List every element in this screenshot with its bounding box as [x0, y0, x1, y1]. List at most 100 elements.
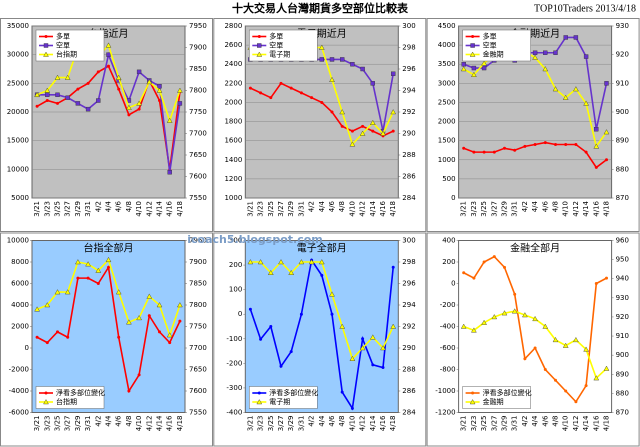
x-tick-label: 3/27	[490, 416, 498, 432]
marker	[533, 346, 537, 350]
chart-title: 金融全部月	[510, 242, 560, 255]
x-tick-label: 4/8	[125, 416, 133, 427]
marker	[248, 307, 252, 311]
marker	[45, 99, 49, 103]
y-tick-label: 2000	[438, 118, 456, 126]
marker	[137, 373, 141, 377]
y-tick-label: 2800	[224, 22, 242, 30]
y-tick-label: 2400	[224, 60, 242, 68]
y-tick-label: 1800	[224, 118, 242, 126]
x-tick-label: 4/2	[521, 201, 529, 212]
x-tick-label: 4/18	[176, 201, 184, 217]
marker	[470, 43, 475, 48]
marker	[166, 117, 173, 123]
y-tick-label: 1600	[224, 137, 242, 145]
marker	[583, 346, 589, 352]
x-tick-label: 4/12	[359, 416, 367, 432]
x-tick-label: 3/27	[490, 201, 498, 217]
y2-tick-label: 300	[402, 22, 415, 30]
marker	[481, 65, 487, 71]
marker	[127, 389, 131, 393]
y2-tick-label: 7550	[189, 409, 207, 417]
legend-label: 多單	[483, 32, 497, 41]
marker	[256, 51, 263, 57]
marker	[461, 62, 466, 67]
marker	[177, 302, 183, 308]
marker	[76, 87, 80, 91]
y-tick-label: -200	[440, 301, 456, 309]
marker	[350, 406, 354, 410]
x-tick-label: 4/8	[338, 416, 346, 427]
y-tick-label: 1500	[438, 137, 456, 145]
marker	[543, 50, 548, 55]
marker	[43, 51, 49, 57]
marker	[95, 267, 102, 273]
marker	[257, 35, 261, 38]
x-tick-label: 3/31	[511, 201, 519, 217]
marker	[391, 129, 395, 133]
marker	[105, 42, 112, 48]
chart-title: 台指全部月	[84, 242, 134, 255]
x-tick-label: 4/18	[176, 416, 184, 432]
marker	[75, 101, 81, 106]
y-tick-label: 5000	[11, 194, 29, 202]
marker	[76, 276, 80, 280]
marker	[64, 289, 71, 295]
y2-tick-label: 7950	[189, 22, 207, 30]
marker	[370, 81, 375, 86]
y-tick-label: -300	[226, 384, 242, 392]
legend-label: 空單	[483, 41, 497, 50]
x-tick-label: 4/10	[562, 416, 570, 432]
legend-label: 台指期	[56, 397, 77, 406]
marker	[371, 129, 375, 133]
x-tick-label: 4/16	[379, 415, 387, 431]
y2-tick-label: 920	[616, 313, 629, 321]
y2-tick-label: 290	[402, 344, 415, 352]
marker	[552, 86, 559, 92]
watermark: icoach5.blogspot.com	[187, 233, 323, 246]
x-tick-label: 3/21	[246, 201, 254, 217]
marker	[462, 271, 466, 275]
marker	[583, 54, 589, 59]
y-tick-label: 1200	[224, 175, 242, 183]
y-tick-label: -600	[440, 344, 456, 352]
x-tick-label: 4/2	[521, 416, 529, 427]
y-tick-label: -6000	[9, 409, 29, 417]
y-tick-label: 300	[229, 237, 242, 245]
marker	[603, 365, 610, 371]
y2-tick-label: 7850	[189, 65, 207, 73]
x-tick-label: 4/18	[389, 416, 397, 432]
marker	[85, 106, 91, 112]
marker	[320, 273, 324, 277]
marker	[85, 261, 91, 267]
y2-tick-label: 7700	[189, 130, 207, 138]
legend	[462, 386, 531, 409]
y-tick-label: 3000	[438, 79, 456, 87]
x-tick-label: 4/12	[359, 201, 367, 217]
y2-tick-label: 7650	[189, 151, 207, 159]
x-tick-label: 3/21	[246, 416, 254, 432]
legend-label: 多單	[56, 32, 70, 41]
marker	[256, 399, 263, 405]
marker	[289, 86, 293, 90]
y2-tick-label: 288	[402, 366, 415, 374]
y-tick-label: -200	[226, 359, 242, 367]
marker	[543, 141, 547, 145]
marker	[299, 91, 303, 95]
y-tick-label: 6000	[11, 280, 29, 288]
marker	[492, 255, 496, 259]
y-tick-label: -1000	[435, 387, 455, 395]
y-tick-label: 35000	[7, 22, 29, 30]
y2-tick-label: 870	[616, 194, 629, 202]
y2-tick-label: 7950	[189, 237, 207, 245]
x-tick-label: 4/10	[348, 416, 356, 432]
y2-tick-label: 7750	[189, 323, 207, 331]
x-tick-label: 4/6	[328, 200, 336, 212]
y2-tick-label: 910	[616, 79, 629, 87]
marker	[604, 81, 609, 86]
y2-tick-label: 284	[402, 194, 416, 202]
y2-tick-label: 7850	[189, 280, 207, 288]
y2-tick-label: 7550	[189, 194, 207, 202]
marker	[44, 302, 51, 308]
marker	[156, 302, 163, 308]
